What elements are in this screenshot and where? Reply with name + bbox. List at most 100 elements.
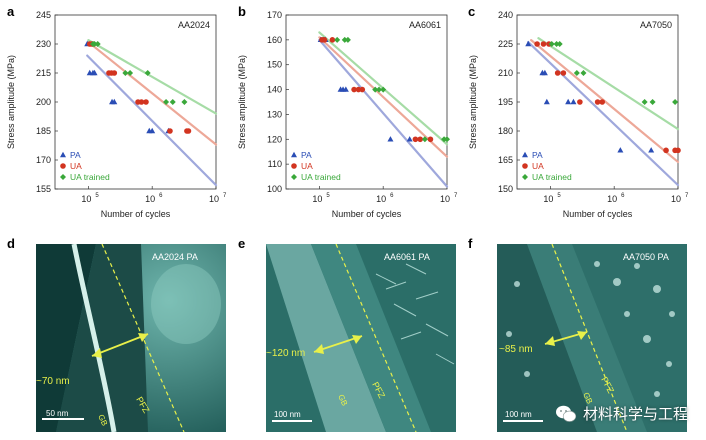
legend-label-aa6061-pa: PA — [301, 150, 312, 160]
point-aa6061-ua-8 — [427, 136, 434, 143]
point-aa6061-ua-trained-8 — [444, 136, 450, 143]
panel-letter-c: c — [468, 4, 476, 19]
trend-line-aa2024-pa — [86, 54, 218, 187]
micrograph-d-left-grain — [36, 244, 96, 432]
micrograph-e-boundary-label: GB — [336, 393, 349, 407]
panel-letter-b: b — [238, 4, 246, 19]
chart-title-aa6061: AA6061 — [409, 20, 441, 30]
wechat-icon — [555, 405, 577, 422]
micrograph-d-arrowhead-right — [138, 333, 148, 342]
micrograph-e-grain-band — [266, 244, 386, 432]
legend-marker-aa2024-ua — [60, 163, 66, 169]
panel-letter-d: d — [7, 236, 15, 251]
y-tick-label-aa7050-150: 150 — [498, 184, 513, 194]
point-aa7050-ua-trained-1 — [553, 41, 560, 47]
y-tick-label-aa6061-120: 120 — [267, 134, 282, 144]
point-aa6061-ua-trained-0 — [334, 36, 341, 43]
point-aa2024-ua-trained-2 — [94, 41, 101, 47]
y-tick-label-aa7050-180: 180 — [498, 126, 513, 136]
point-aa6061-ua-trained-2 — [344, 36, 351, 43]
trend-line-aa6061-pa — [318, 38, 449, 188]
x-tick-exponent-aa6061-2: 7 — [454, 193, 458, 199]
y-tick-label-aa7050-210: 210 — [498, 68, 513, 78]
micrograph-e-title: AA6061 PA — [384, 252, 430, 262]
micrograph-e-scalebar-label: 100 nm — [274, 410, 301, 419]
micrograph-d-boundary-label: GB — [96, 413, 109, 427]
y-tick-label-aa2024-200: 200 — [36, 97, 51, 107]
x-tick-label-aa7050-0: 10 — [543, 194, 553, 204]
trend-line-aa6061-ua — [318, 36, 449, 158]
point-aa2024-ua-11 — [185, 128, 192, 134]
micrograph-f-width-label: ~85 nm — [499, 344, 533, 355]
point-aa7050-pa-0 — [525, 40, 532, 47]
y-axis-label-aa2024: Stress amplitude (MPa) — [6, 55, 16, 149]
micrograph-e-pfz-region — [311, 244, 431, 432]
point-aa7050-pa-3 — [543, 98, 550, 105]
micrograph-d-title: AA2024 PA — [152, 252, 198, 262]
point-aa2024-ua-8 — [143, 99, 149, 105]
x-tick-label-aa6061-2: 10 — [440, 194, 450, 204]
legend-label-aa7050-pa: PA — [532, 150, 543, 160]
micrograph-f-pfz-edge — [551, 244, 628, 432]
y-tick-label-aa2024-215: 215 — [36, 68, 51, 78]
micrograph-f-arrowhead-left — [545, 336, 555, 346]
x-tick-label-aa7050-1: 10 — [607, 194, 617, 204]
legend-label-aa7050-ua-trained: UA trained — [532, 172, 572, 182]
micrograph-d-arrowhead-left — [92, 348, 102, 358]
legend-label-aa2024-pa: PA — [70, 150, 81, 160]
y-tick-label-aa2024-170: 170 — [36, 155, 51, 165]
x-tick-label-aa2024-1: 10 — [145, 194, 155, 204]
micrograph-aa7050: ~85 nm PFZ GB AA7050 PA 100 nm — [497, 244, 687, 432]
y-tick-label-aa6061-150: 150 — [267, 60, 282, 70]
fatigue-chart-aa2024: 155 170 185 200 215 230 245 10 5 10 6 10 7 Number of … — [0, 0, 230, 232]
micrograph-d-grain-boundary — [71, 244, 117, 432]
y-axis-label-aa6061: Stress amplitude (MPa) — [237, 55, 247, 149]
point-aa7050-pa-7 — [648, 147, 655, 153]
x-tick-label-aa6061-0: 10 — [312, 194, 322, 204]
series-aa6061-ua — [319, 37, 434, 143]
y-tick-label-aa6061-160: 160 — [267, 35, 282, 45]
y-tick-label-aa6061-110: 110 — [268, 159, 282, 169]
point-aa6061-pa-6 — [387, 136, 394, 142]
watermark: 材料科学与工程 — [555, 403, 688, 424]
point-aa7050-ua-1 — [540, 41, 547, 47]
trend-line-aa2024-ua-trained — [87, 39, 218, 115]
x-tick-label-aa2024-0: 10 — [81, 194, 91, 204]
y-tick-label-aa2024-230: 230 — [36, 39, 51, 49]
x-tick-label-aa6061-1: 10 — [376, 194, 386, 204]
micrograph-aa2024: ~70 nm PFZ GB AA2024 PA 50 nm — [36, 244, 226, 432]
point-aa6061-ua-trained-6 — [421, 136, 428, 143]
plot-frame-aa6061 — [285, 14, 448, 190]
point-aa7050-ua-7 — [599, 99, 606, 105]
chart-title-aa7050: AA7050 — [640, 20, 672, 30]
point-aa7050-ua-10 — [675, 147, 681, 154]
x-tick-label-aa2024-2: 10 — [209, 194, 219, 204]
series-aa2024-pa — [84, 40, 172, 134]
point-aa7050-ua-trained-4 — [580, 70, 587, 76]
chart-svg-aa2024: 155 170 185 200 215 230 245 10 5 10 6 10 7 Number of … — [6, 10, 227, 219]
fatigue-chart-aa7050: 150 165 180 195 210 225 240 10 5 10 6 10 7 Number of … — [462, 0, 692, 232]
x-tick-exponent-aa6061-1: 6 — [390, 193, 394, 199]
point-aa2024-pa-5 — [111, 98, 118, 105]
watermark-text: 材料科学与工程 — [582, 405, 688, 423]
y-tick-label-aa7050-240: 240 — [498, 10, 513, 20]
y-tick-label-aa6061-140: 140 — [267, 85, 282, 95]
micrograph-f-precipitates — [506, 261, 675, 397]
trend-line-aa7050-pa — [527, 40, 680, 187]
micrograph-d-svg: ~70 nm PFZ GB AA2024 PA 50 nm — [36, 244, 226, 432]
point-aa7050-ua-0 — [534, 41, 540, 47]
micrograph-f-boundary-label: GB — [581, 391, 594, 405]
point-aa7050-ua-6 — [594, 99, 601, 105]
micrograph-d-width-label: ~70 nm — [36, 376, 70, 387]
y-tick-label-aa6061-100: 100 — [267, 184, 282, 194]
point-aa6061-ua-7 — [417, 136, 423, 143]
x-axis-label-aa2024: Number of cycles — [101, 209, 171, 219]
point-aa7050-ua-trained-7 — [672, 99, 679, 105]
point-aa6061-ua-trained-4 — [376, 86, 383, 93]
legend-marker-aa6061-ua — [291, 163, 297, 169]
point-aa7050-pa-6 — [617, 147, 624, 153]
point-aa2024-ua-trained-4 — [127, 70, 134, 76]
micrograph-f-title: AA7050 PA — [623, 252, 669, 262]
x-tick-exponent-aa2024-0: 5 — [95, 193, 99, 199]
legend-marker-aa7050-ua-trained — [522, 174, 528, 180]
